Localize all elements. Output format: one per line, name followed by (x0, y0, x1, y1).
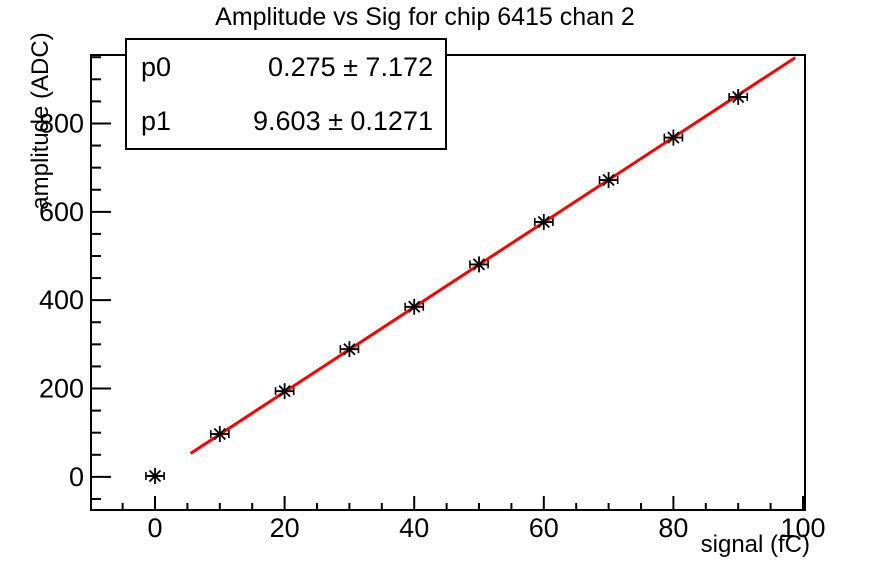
marker-asterisk (213, 427, 226, 441)
stats-box: p0 0.275 ± 7.172 p1 9.603 ± 0.1271 (125, 38, 447, 150)
y-tick-label: 600 (39, 197, 84, 227)
y-tick-label: 400 (39, 285, 84, 315)
marker-asterisk (148, 469, 162, 483)
y-tick-label: 200 (39, 374, 84, 404)
marker-asterisk (537, 215, 550, 229)
x-tick-label: 60 (529, 513, 559, 543)
y-tick-label: 0 (69, 462, 84, 492)
param-p0-name: p0 (141, 51, 172, 82)
marker-asterisk (667, 131, 680, 144)
x-tick-label: 20 (270, 513, 300, 543)
x-tick-label: 40 (399, 513, 429, 543)
marker-asterisk (278, 385, 291, 398)
fit-line (189, 56, 797, 455)
x-axis-title: signal (fC) (700, 531, 810, 558)
x-tick-label: 80 (658, 513, 688, 543)
plot-frame (90, 54, 806, 511)
marker-asterisk (602, 173, 615, 187)
marker-asterisk (408, 300, 421, 313)
chart-title: Amplitude vs Sig for chip 6415 chan 2 (215, 3, 635, 31)
param-p0-value: 0.275 ± 7.172 (268, 51, 433, 82)
param-p1-value: 9.603 ± 0.1271 (253, 105, 433, 136)
y-axis-title: amplitude (ADC) (27, 32, 54, 210)
param-p1-name: p1 (141, 105, 172, 136)
marker-asterisk (732, 90, 745, 104)
marker-asterisk (472, 258, 486, 271)
stats-row-p0: p0 0.275 ± 7.172 (127, 40, 445, 94)
x-tick-label: 0 (148, 513, 163, 543)
stats-row-p1: p1 9.603 ± 0.1271 (127, 94, 445, 148)
y-tick-label: 800 (39, 108, 84, 138)
marker-asterisk (343, 343, 356, 356)
x-tick-label: 100 (780, 513, 825, 543)
